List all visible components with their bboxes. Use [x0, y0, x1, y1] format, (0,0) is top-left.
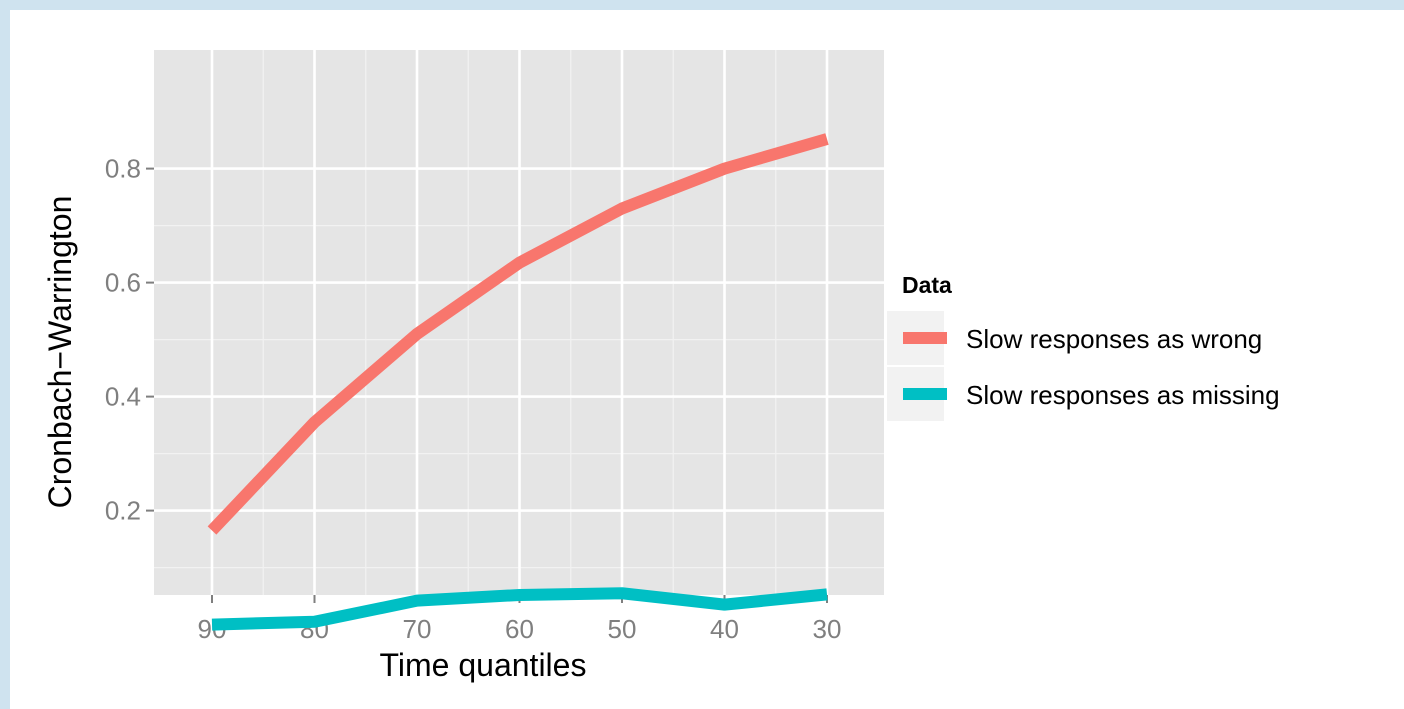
- legend-items: Slow responses as wrong Slow responses as…: [887, 311, 1280, 421]
- y-tick-label: 0.2: [105, 496, 141, 526]
- y-tick-label: 0.6: [105, 268, 141, 298]
- y-axis: 0.2 0.4 0.6 0.8: [105, 154, 154, 526]
- x-axis-title: Time quantiles: [380, 647, 587, 683]
- series-line: [211, 587, 828, 631]
- x-tick-label: 50: [608, 614, 637, 644]
- legend-label: Slow responses as wrong: [966, 324, 1262, 354]
- legend-title: Data: [902, 272, 952, 298]
- x-axis: 90 80 70 60 50 40 30: [198, 595, 842, 644]
- y-axis-title: Cronbach−Warrington: [42, 196, 78, 509]
- x-tick-label: 30: [813, 614, 842, 644]
- y-tick-label: 0.4: [105, 382, 141, 412]
- x-tick-label: 60: [505, 614, 534, 644]
- series-line: [207, 133, 829, 535]
- x-tick-label: 40: [710, 614, 739, 644]
- x-tick-label: 70: [403, 614, 432, 644]
- grid: [154, 50, 884, 595]
- y-tick-label: 0.8: [105, 154, 141, 184]
- series-layer: [207, 133, 829, 631]
- legend-label: Slow responses as missing: [966, 380, 1280, 410]
